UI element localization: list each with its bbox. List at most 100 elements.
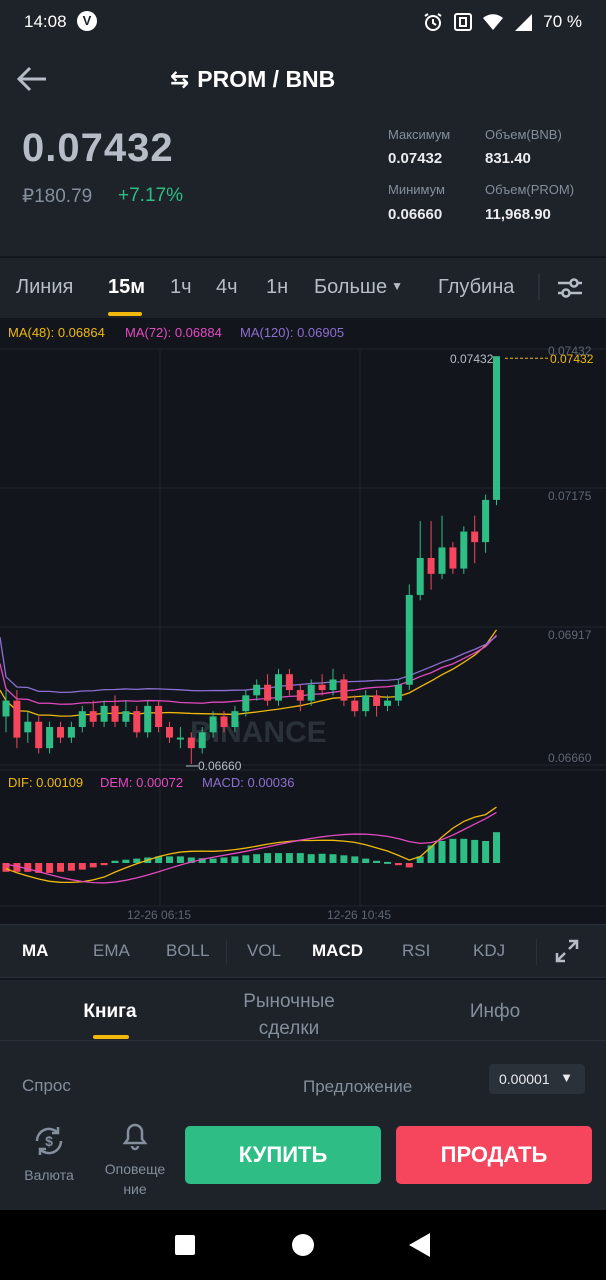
alarm-icon: [424, 13, 442, 31]
indicator-ma[interactable]: MA: [22, 941, 49, 960]
tab-info[interactable]: Инфо: [469, 1001, 521, 1022]
candlestick-chart[interactable]: BINANCE 0.074320.074320.071750.069170.06…: [0, 318, 606, 922]
vol-prom-label: Объем(PROM): [485, 182, 575, 197]
rub-price: ₽180.79: [22, 186, 93, 207]
macd-bar: [482, 841, 490, 863]
candle-body: [362, 695, 370, 712]
indicator-vol[interactable]: VOL: [247, 941, 282, 960]
alerts-line2: ние: [123, 1181, 147, 1197]
candle-body: [275, 674, 282, 701]
macd-bar: [24, 863, 32, 872]
indicator-bar: MA EMA BOLL VOL MACD RSI KDJ: [0, 924, 606, 978]
macd-bar: [13, 863, 21, 872]
candle-body: [438, 547, 446, 574]
recents-icon[interactable]: [175, 1235, 195, 1255]
candle-body: [373, 695, 381, 706]
vol-bnb-value: 831.40: [485, 150, 531, 167]
candle-body: [209, 716, 217, 733]
candle-body: [133, 711, 141, 733]
candle-body: [166, 727, 173, 738]
macd-bar: [155, 856, 163, 863]
alerts-button[interactable]: Оповеще ние: [100, 1118, 170, 1199]
macd-bar: [471, 839, 479, 863]
indicator-kdj[interactable]: KDJ: [473, 941, 506, 960]
status-time: 14:08: [24, 12, 67, 31]
system-nav-bar: [0, 1210, 606, 1280]
fullscreen-icon[interactable]: [555, 939, 579, 963]
alerts-label: Оповеще ние: [100, 1159, 170, 1199]
macd-bar: [285, 853, 293, 863]
buy-button[interactable]: КУПИТЬ: [185, 1126, 381, 1184]
macd-panel: [2, 806, 500, 884]
tab-line[interactable]: Линия: [16, 276, 74, 298]
macd-bar: [242, 855, 250, 863]
candle-body: [144, 705, 152, 733]
sell-button[interactable]: ПРОДАТЬ: [396, 1126, 592, 1184]
price-chart[interactable]: BINANCE 0.07432 0.07432 0.07175 0.06917 0.06…: [0, 318, 606, 922]
vpn-icon: V: [77, 11, 97, 31]
indicator-macd[interactable]: MACD: [312, 941, 363, 960]
indicator-boll[interactable]: BOLL: [166, 941, 210, 960]
home-icon[interactable]: [292, 1234, 314, 1256]
candle-body: [285, 674, 293, 691]
candle-body: [296, 690, 304, 701]
macd-bar: [111, 860, 119, 863]
macd-bar: [275, 853, 282, 863]
tab-market-trades[interactable]: Рыночные сделки: [226, 988, 352, 1042]
alerts-line1: Оповеще: [104, 1161, 166, 1177]
precision-select[interactable]: 0.00001 ▼: [489, 1064, 585, 1094]
vol-bnb-label: Объем(BNB): [485, 127, 562, 142]
tab-4h[interactable]: 4ч: [216, 276, 238, 298]
ma120-line: [0, 635, 497, 693]
active-tab-indicator: [93, 1035, 129, 1039]
pair-title[interactable]: ⇆ PROM / BNB: [170, 66, 335, 93]
bid-label: Спрос: [22, 1076, 71, 1095]
macd-bar: [220, 857, 228, 863]
settings-sliders-icon[interactable]: [556, 274, 584, 302]
candle-body: [220, 716, 228, 728]
divider: [536, 939, 537, 965]
candle-body: [198, 732, 206, 749]
macd-bar: [438, 841, 446, 863]
macd-bar: [427, 845, 435, 863]
tab-depth[interactable]: Глубина: [438, 276, 515, 298]
swap-icon: ⇆: [170, 66, 190, 92]
candle-body: [89, 711, 97, 722]
macd-bar: [416, 856, 424, 863]
back-arrow-icon[interactable]: [16, 64, 50, 94]
macd-bar: [340, 855, 348, 863]
wifi-icon: [483, 14, 504, 30]
max-value: 0.07432: [388, 150, 443, 167]
currency-exchange-icon: $: [35, 1127, 63, 1155]
macd-bar: [318, 853, 326, 863]
book-tabs: Книга Рыночные сделки Инфо: [0, 980, 606, 1042]
caret-down-icon: ▼: [391, 279, 403, 293]
indicator-ema[interactable]: EMA: [93, 941, 130, 960]
y-tick-label: 0.07175: [548, 489, 592, 503]
divider: [0, 1040, 606, 1041]
currency-label: Валюта: [24, 1167, 74, 1183]
candles: [2, 356, 500, 764]
indicator-rsi[interactable]: RSI: [402, 941, 431, 960]
y-tick-label: 0.06917: [548, 628, 592, 642]
tab-1h[interactable]: 1ч: [170, 276, 192, 298]
dem-line: [5, 811, 497, 884]
candle-body: [264, 684, 272, 701]
macd-bar: [78, 863, 86, 870]
trades-line1: Рыночные: [243, 991, 335, 1012]
dif-line: [5, 806, 497, 884]
ma72-line: [0, 634, 497, 705]
tab-1w[interactable]: 1н: [266, 276, 289, 298]
back-triangle-icon[interactable]: [408, 1232, 432, 1258]
tab-more[interactable]: Больше ▼: [314, 276, 403, 299]
tab-15m[interactable]: 15м: [108, 276, 146, 298]
battery-text: 70 %: [543, 12, 582, 31]
price-change: +7.17%: [118, 185, 183, 206]
candle-body: [57, 727, 64, 738]
min-value: 0.06660: [388, 206, 443, 223]
tab-book[interactable]: Книга: [83, 1001, 137, 1022]
candle-body: [100, 705, 108, 722]
candle-body: [471, 531, 479, 543]
svg-text:$: $: [45, 1133, 53, 1149]
currency-button[interactable]: $ Валюта: [14, 1124, 84, 1183]
